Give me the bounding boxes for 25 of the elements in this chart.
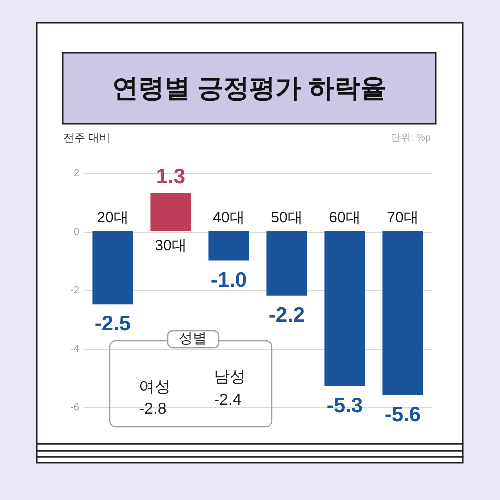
y-tick-label: -4 (70, 344, 80, 355)
chart-title: 연령별 긍정평가 하락율 (112, 73, 387, 103)
annotation: -2.4 (214, 392, 242, 409)
annotation: 성별 (179, 330, 207, 346)
x-tick-label: 30대 (155, 238, 187, 254)
x-tick-label: 70대 (387, 210, 419, 226)
data-label: -5.6 (384, 403, 422, 426)
y-axis-title: 전주 대비 (64, 132, 111, 144)
y-tick-label: -2 (70, 286, 80, 296)
data-label: 1.3 (156, 165, 186, 188)
x-tick-label: 50대 (271, 210, 303, 226)
y-tick-label: 2 (74, 168, 80, 180)
data-label: -5.3 (326, 394, 364, 418)
annotation: 여성 (139, 379, 171, 396)
y-tick-label: 0 (74, 227, 80, 238)
y-tick-label: -6 (70, 402, 80, 414)
text: 단위: %p (390, 133, 432, 144)
data-label: -2.2 (268, 304, 306, 327)
annotation: -2.8 (139, 401, 167, 418)
x-tick-label: 20대 (97, 210, 129, 226)
x-tick-label: 60대 (329, 210, 361, 226)
data-label: -1.0 (210, 268, 248, 292)
x-tick-label: 40대 (213, 210, 245, 226)
data-label: -2.5 (94, 312, 132, 336)
annotation: 남성 (214, 369, 246, 386)
